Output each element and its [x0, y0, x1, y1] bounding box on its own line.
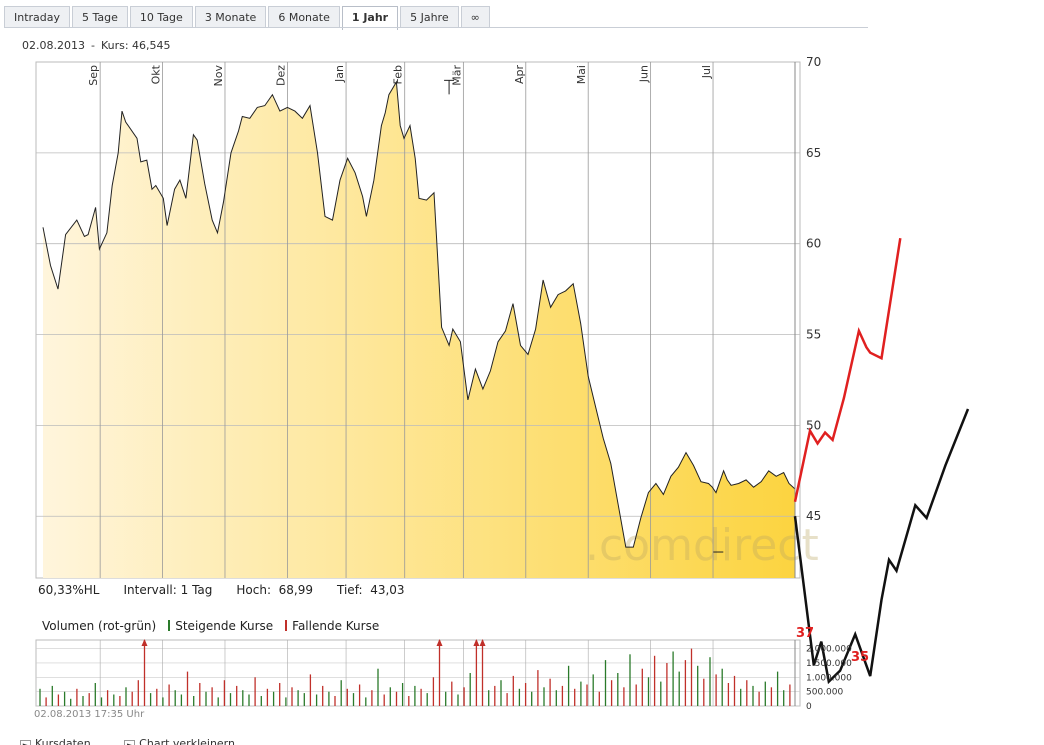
volume-overflow-arrow [473, 639, 480, 646]
volume-overflow-arrow [436, 639, 443, 646]
timestamp: 02.08.2013 17:35 Uhr [34, 709, 145, 720]
tab-5-tage[interactable]: 5 Tage [72, 6, 128, 28]
volume-overflow-arrow [479, 639, 486, 646]
forecast-up-line [793, 238, 902, 502]
annotation-35: 35 [851, 650, 869, 665]
tab-10-tage[interactable]: 10 Tage [129, 6, 193, 28]
footer-chart-verkleinern[interactable]: ► Chart verkleinern [124, 737, 235, 745]
stat-interval: Intervall: 1 Tag [123, 583, 213, 597]
stat-high-value: 68,99 [278, 583, 314, 597]
stat-hl: 60,33%HL [38, 583, 100, 597]
month-label: Apr [513, 65, 526, 85]
volume-tick-label: 1.000.000 [806, 673, 852, 683]
y-tick-label: 50 [806, 418, 821, 432]
footer-kursdaten-label: Kursdaten [35, 737, 91, 745]
arrow-right-icon: ► [20, 740, 31, 745]
month-label: Nov [212, 65, 225, 87]
volume-tick-label: 2.000.000 [806, 645, 852, 655]
y-tick-label: 70 [806, 55, 821, 69]
stat-low-value: 43,03 [370, 583, 405, 597]
footer-chart-verkleinern-label: Chart verkleinern [139, 737, 235, 745]
month-label: Jan [333, 65, 346, 83]
stat-low-label: Tief: [337, 583, 363, 597]
y-tick-label: 65 [806, 146, 821, 160]
volume-tick-label: 500.000 [806, 688, 843, 698]
month-label: Jul [700, 65, 713, 79]
header-price: Kurs: 46,545 [100, 39, 171, 52]
y-tick-label: 45 [806, 509, 821, 523]
month-label: Okt [150, 64, 163, 84]
annotation-37: 37 [796, 626, 814, 641]
volume-tick-label: 1.500.000 [806, 659, 852, 669]
legend-rising: Steigende Kurse [175, 619, 274, 633]
tab-max[interactable]: ∞ [460, 6, 490, 28]
volume-legend: Volumen (rot-grün) Steigende Kurse Fallend… [42, 619, 379, 633]
tab-intraday[interactable]: Intraday [4, 6, 71, 28]
arrow-right-icon: ► [124, 740, 136, 745]
legend-falling: Fallende Kurse [292, 619, 380, 633]
forecast-down-line [793, 408, 970, 685]
price-line [42, 80, 796, 548]
rising-marker [168, 620, 171, 631]
volume-title: Volumen (rot-grün) [42, 619, 157, 633]
period-tabs: Intraday 5 Tage 10 Tage 3 Monate 6 Monat… [4, 6, 490, 30]
tab-5-jahre[interactable]: 5 Jahre [400, 6, 459, 28]
footer-kursdaten[interactable]: ► Kursdaten [20, 737, 91, 745]
tab-1-jahr[interactable]: 1 Jahr [341, 6, 399, 30]
footer-links: ► Kursdaten ► Chart verkleinern [20, 737, 265, 745]
watermark: .comdirect [585, 520, 819, 571]
month-label: Mär [450, 65, 463, 86]
stat-high-label: Hoch: [236, 583, 272, 597]
month-label: Dez [274, 65, 287, 86]
header-separator: - [90, 39, 95, 52]
chart-header: 02.08.2013- Kurs: 46,545 [22, 39, 171, 52]
tab-divider [4, 27, 868, 28]
month-label: Feb [392, 65, 405, 84]
month-label: Mai [575, 65, 588, 84]
tab-3-monate[interactable]: 3 Monate [194, 6, 267, 28]
tab-6-monate[interactable]: 6 Monate [268, 6, 340, 28]
y-tick-label: 55 [806, 328, 821, 342]
volume-overflow-arrow [141, 639, 148, 646]
falling-marker [285, 620, 288, 631]
header-date: 02.08.2013 [22, 39, 85, 52]
price-area [43, 82, 795, 578]
volume-tick-label: 0 [806, 702, 812, 712]
y-tick-label: 60 [806, 237, 821, 251]
month-label: Jun [638, 65, 651, 83]
month-label: Sep [87, 65, 100, 86]
chart-stats: 60,33%HL Intervall: 1 Tag Hoch: 68,99 Tief:… [38, 583, 405, 597]
